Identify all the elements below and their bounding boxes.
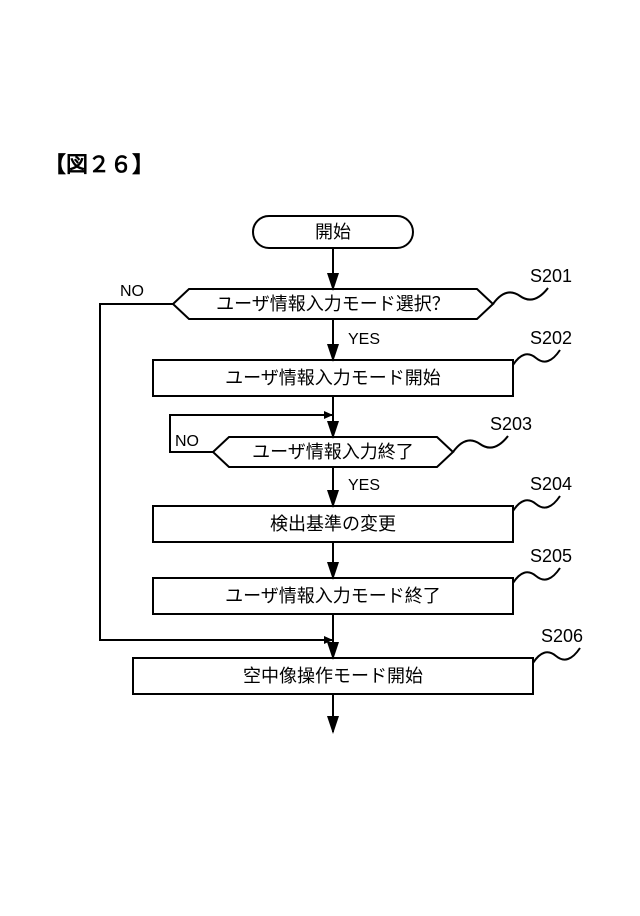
- step-label-s206: S206: [541, 626, 583, 646]
- step-label-s204: S204: [530, 474, 572, 494]
- flowchart-canvas: 開始 ユーザ情報入力モード選択？ S201 YES ユーザ情報入力モード開始 S…: [0, 0, 640, 916]
- node-process-3-label: ユーザ情報入力モード終了: [225, 586, 441, 606]
- step-label-s202: S202: [530, 328, 572, 348]
- node-process-4-label: 空中像操作モード開始: [243, 666, 423, 686]
- step-tag-s201-curve: [493, 288, 548, 304]
- node-start: 開始: [253, 216, 413, 248]
- node-decision-2-label: ユーザ情報入力終了: [252, 442, 414, 462]
- step-tag-s202-curve: [513, 350, 560, 365]
- step-tag-s203-curve: [453, 436, 508, 452]
- node-process-3: ユーザ情報入力モード終了: [153, 578, 513, 614]
- step-tag-s206-curve: [533, 648, 580, 663]
- step-label-s203: S203: [490, 414, 532, 434]
- node-process-2: 検出基準の変更: [153, 506, 513, 542]
- edge-d1-no-arrowhead: [324, 636, 333, 644]
- node-process-2-label: 検出基準の変更: [270, 514, 396, 534]
- node-decision-1: ユーザ情報入力モード選択？: [173, 289, 493, 319]
- step-tag-s205-curve: [513, 568, 560, 583]
- step-label-s201: S201: [530, 266, 572, 286]
- step-label-s205: S205: [530, 546, 572, 566]
- label-no-1: NO: [120, 283, 144, 300]
- label-yes-2: YES: [348, 477, 380, 494]
- step-tag-s204-curve: [513, 496, 560, 511]
- node-decision-1-label: ユーザ情報入力モード選択？: [216, 294, 450, 314]
- node-process-1: ユーザ情報入力モード開始: [153, 360, 513, 396]
- edge-d2-no-arrowhead: [324, 411, 333, 419]
- label-no-2: NO: [175, 433, 199, 450]
- node-process-1-label: ユーザ情報入力モード開始: [225, 368, 441, 388]
- label-yes-1: YES: [348, 331, 380, 348]
- node-start-label: 開始: [315, 222, 351, 242]
- node-decision-2: ユーザ情報入力終了: [213, 437, 453, 467]
- node-process-4: 空中像操作モード開始: [133, 658, 533, 694]
